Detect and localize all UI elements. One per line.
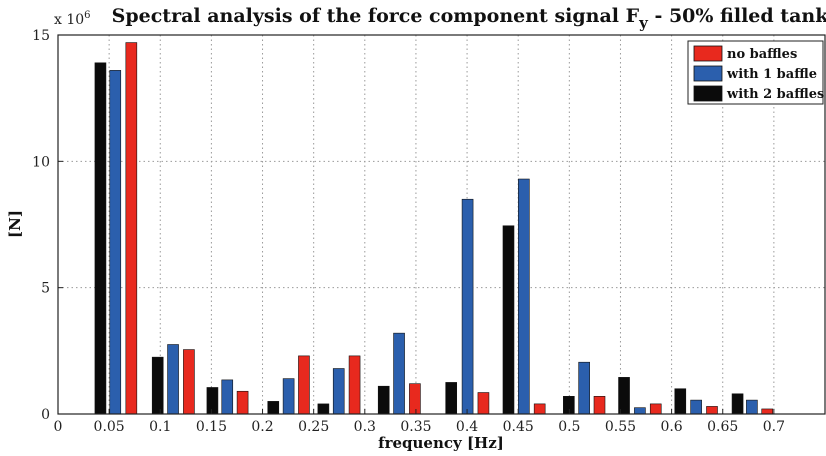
bar-with-2-baffles [151, 356, 164, 415]
bar-with-1-baffle [578, 361, 590, 415]
y-tick-label: 10 [32, 154, 50, 170]
bar-with-2-baffles [731, 393, 744, 415]
bar-with-2-baffles [94, 62, 107, 415]
y-axis-label: [N] [6, 210, 24, 238]
bar-with-2-baffles [445, 382, 458, 415]
bar-with-1-baffle [282, 378, 295, 415]
bar-with-2-baffles [206, 387, 219, 415]
chart-title-subscript: y [638, 14, 649, 32]
bars [94, 42, 774, 415]
bar-with-2-baffles [267, 401, 280, 415]
x-tick-label: 0 [54, 419, 63, 435]
legend-label: with 2 baffles [726, 87, 824, 102]
chart-title-tail: - 50% filled tank [648, 5, 826, 27]
bar-with-1-baffle [393, 332, 405, 415]
y-axis-ticks: 0 5 10 15 [32, 28, 63, 423]
y-tick-label: 0 [41, 407, 50, 423]
y-tick-label: 5 [41, 281, 50, 297]
bar-no-baffles [409, 383, 421, 415]
x-tick-label: 0.05 [94, 419, 125, 435]
bar-no-baffles [298, 355, 310, 415]
x-axis-label: frequency [Hz] [378, 434, 504, 452]
bar-no-baffles [348, 355, 361, 415]
bar-with-1-baffle [332, 368, 345, 415]
x-tick-label: 0.35 [400, 419, 431, 435]
bar-no-baffles [706, 406, 718, 415]
bar-with-1-baffle [634, 407, 646, 415]
x-tick-label: 0.4 [456, 419, 478, 435]
bar-with-1-baffle [461, 198, 474, 415]
bar-with-2-baffles [502, 225, 515, 415]
legend-swatch [693, 45, 723, 62]
bar-no-baffles [183, 349, 195, 415]
bar-with-2-baffles [377, 385, 390, 415]
y-multiplier: x 106 [54, 10, 91, 28]
x-tick-label: 0.65 [707, 419, 738, 435]
x-tick-label: 0.5 [558, 419, 580, 435]
x-axis-ticks: 0 0.05 0.1 0.15 0.2 0.25 0.3 0.35 0.4 0.45 0.5 0.55… [54, 409, 785, 435]
y-multiplier-base: x 10 [54, 12, 84, 28]
bar-no-baffles [236, 390, 249, 415]
x-tick-label: 0.55 [605, 419, 636, 435]
legend: no baffles with 1 baffle with 2 baffles [687, 40, 824, 105]
bar-no-baffles [593, 396, 606, 415]
y-multiplier-exponent: 6 [84, 10, 90, 21]
x-tick-label: 0.45 [503, 419, 534, 435]
x-tick-label: 0.3 [354, 419, 376, 435]
bar-with-1-baffle [746, 399, 758, 415]
chart-title-main: Spectral analysis of the force component… [112, 5, 640, 27]
bar-with-1-baffle [518, 178, 530, 415]
bar-no-baffles [761, 408, 774, 415]
x-tick-label: 0.1 [149, 419, 171, 435]
legend-label: with 1 baffle [726, 67, 817, 82]
plot-frame [57, 34, 826, 415]
x-tick-label: 0.6 [660, 419, 682, 435]
x-tick-label: 0.7 [763, 419, 785, 435]
bar-with-2-baffles [674, 388, 687, 415]
bar-with-1-baffle [221, 379, 234, 415]
bar-with-1-baffle [167, 344, 179, 415]
bar-with-2-baffles [563, 396, 575, 415]
chart-title: Spectral analysis of the force component… [112, 5, 826, 32]
bar-with-2-baffles [317, 403, 330, 415]
x-tick-label: 0.15 [196, 419, 227, 435]
legend-swatch [693, 85, 723, 102]
bar-no-baffles [125, 42, 138, 415]
legend-label: no baffles [727, 47, 797, 62]
bar-no-baffles [533, 403, 546, 415]
bar-with-1-baffle [690, 399, 702, 415]
legend-swatch [693, 65, 723, 82]
x-tick-label: 0.2 [251, 419, 273, 435]
bar-no-baffles [477, 392, 490, 415]
bar-with-1-baffle [109, 70, 122, 415]
bar-no-baffles [649, 403, 662, 415]
x-tick-label: 0.25 [298, 419, 329, 435]
bar-with-2-baffles [618, 377, 630, 415]
y-tick-label: 15 [32, 28, 50, 44]
